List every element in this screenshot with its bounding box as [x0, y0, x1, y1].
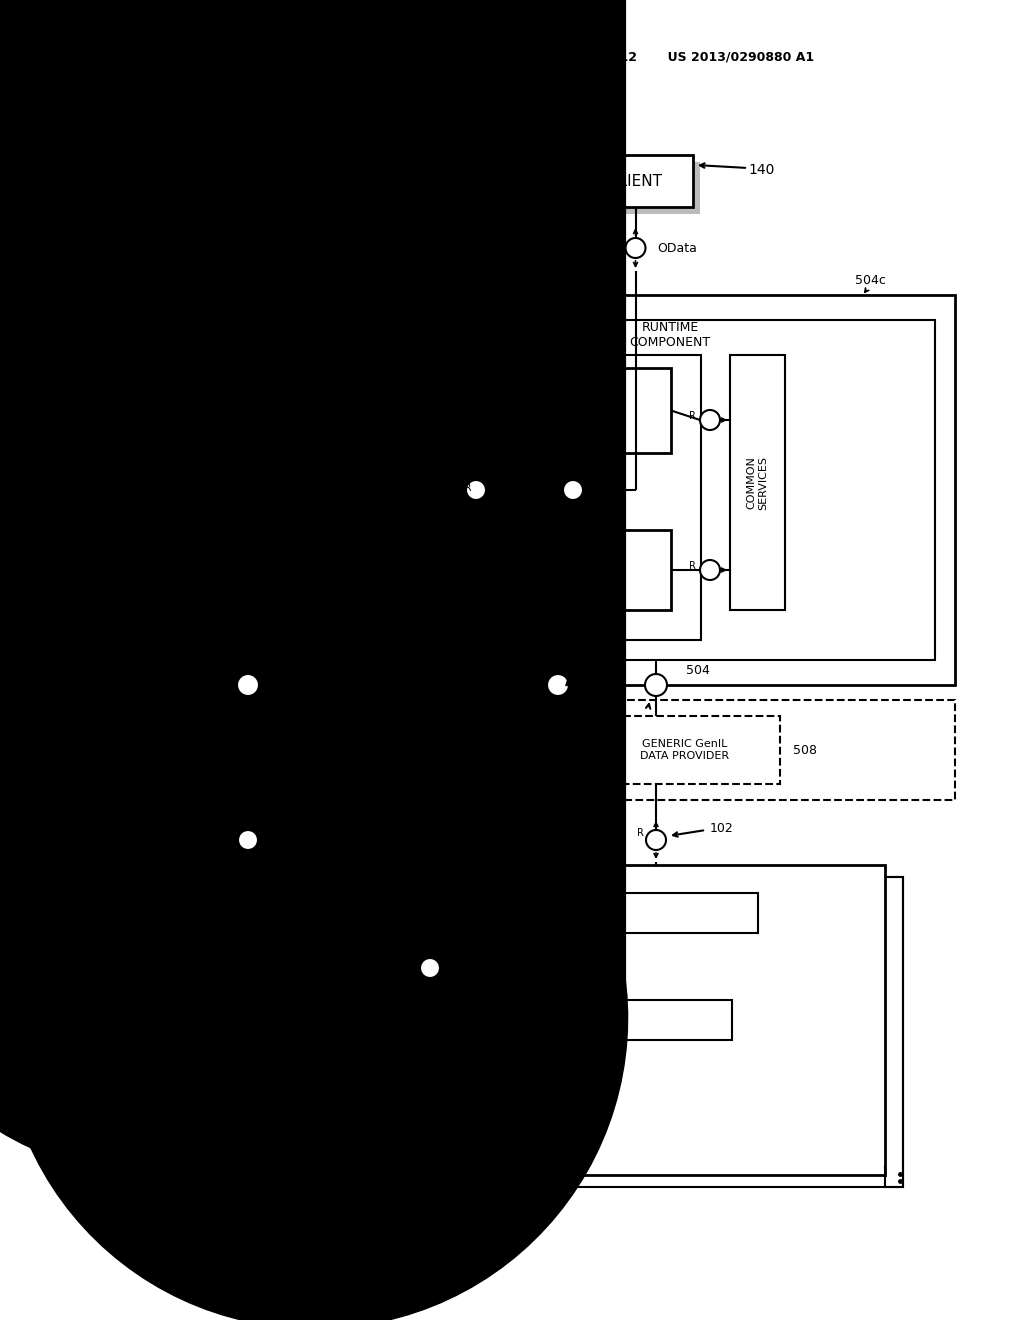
Text: 508: 508: [793, 743, 817, 756]
Text: ◄ R: ◄ R: [454, 483, 471, 492]
FancyBboxPatch shape: [90, 319, 465, 660]
FancyBboxPatch shape: [285, 447, 420, 506]
Circle shape: [645, 675, 667, 696]
Text: 502c: 502c: [314, 616, 345, 630]
FancyBboxPatch shape: [118, 715, 308, 784]
FancyBboxPatch shape: [490, 319, 935, 660]
Ellipse shape: [300, 1067, 560, 1123]
Text: 502a: 502a: [127, 616, 159, 630]
FancyBboxPatch shape: [75, 294, 955, 685]
Text: 102: 102: [710, 821, 734, 834]
Text: BUSINESS DATA: BUSINESS DATA: [381, 1089, 479, 1101]
Text: 402: 402: [492, 664, 515, 677]
Text: GENERIC GenIL
MODEL PROVIDER: GENERIC GenIL MODEL PROVIDER: [163, 739, 263, 760]
Text: 506: 506: [82, 743, 106, 756]
FancyBboxPatch shape: [162, 1001, 732, 1040]
Text: R: R: [688, 561, 695, 572]
Text: OData-GenIL
ADAPTER (OGA): OData-GenIL ADAPTER (OGA): [380, 737, 480, 764]
Text: Patent Application Publication    Oct. 31, 2013  Sheet 6 of 12       US 2013/029: Patent Application Publication Oct. 31, …: [210, 51, 814, 65]
FancyBboxPatch shape: [75, 700, 955, 800]
Text: GENERIC GenIL
DATA PROVIDER: GENERIC GenIL DATA PROVIDER: [640, 739, 729, 760]
Circle shape: [700, 411, 720, 430]
Text: R: R: [228, 828, 236, 838]
Text: 504: 504: [686, 664, 710, 677]
Text: BUSINESS LOGIC: BUSINESS LOGIC: [394, 1014, 500, 1027]
Text: BUSINESS SUITE SERVER: BUSINESS SUITE SERVER: [418, 876, 574, 890]
Circle shape: [626, 238, 645, 257]
Text: 500: 500: [227, 187, 253, 202]
Text: 504c: 504c: [855, 273, 886, 286]
Text: 504b: 504b: [508, 273, 540, 286]
Text: SERVICE
REGISTRY: SERVICE REGISTRY: [322, 463, 383, 491]
FancyBboxPatch shape: [585, 162, 700, 214]
Text: 160: 160: [96, 255, 123, 269]
Text: 502: 502: [153, 664, 177, 677]
Text: GENERIC
RUNTIME: GENERIC RUNTIME: [565, 556, 623, 583]
Text: 504a: 504a: [588, 494, 620, 507]
Text: METADATA COMPONENT: METADATA COMPONENT: [202, 330, 353, 342]
Text: 502b: 502b: [224, 412, 256, 425]
FancyBboxPatch shape: [578, 154, 693, 207]
Text: FIG. 5: FIG. 5: [360, 261, 420, 279]
Circle shape: [563, 480, 583, 500]
Text: R: R: [688, 411, 695, 421]
Text: METADATA: METADATA: [142, 470, 209, 483]
Text: RUNTIME
COMPONENT: RUNTIME COMPONENT: [630, 321, 711, 348]
Text: R: R: [554, 480, 560, 491]
FancyBboxPatch shape: [138, 894, 758, 933]
FancyBboxPatch shape: [730, 355, 785, 610]
Text: GATEWAY SERVER: GATEWAY SERVER: [459, 304, 571, 317]
FancyBboxPatch shape: [506, 355, 701, 640]
Text: METADATA INFRASTRUCTURE: METADATA INFRASTRUCTURE: [186, 368, 370, 381]
Circle shape: [420, 958, 440, 978]
Text: 140: 140: [749, 162, 775, 177]
Text: GENERIC INTERACTION LAYER (GenIL): GENERIC INTERACTION LAYER (GenIL): [330, 907, 566, 920]
FancyBboxPatch shape: [108, 447, 243, 506]
FancyBboxPatch shape: [125, 876, 903, 1187]
FancyBboxPatch shape: [516, 368, 671, 453]
Text: R: R: [411, 957, 418, 968]
FancyBboxPatch shape: [112, 355, 444, 395]
Text: ODATA
RUNTIME: ODATA RUNTIME: [565, 396, 623, 425]
Circle shape: [237, 675, 259, 696]
Text: R: R: [637, 828, 643, 838]
Text: CLIENT: CLIENT: [608, 173, 663, 189]
Text: R: R: [616, 239, 623, 249]
Circle shape: [646, 830, 666, 850]
FancyBboxPatch shape: [590, 715, 780, 784]
FancyBboxPatch shape: [516, 531, 671, 610]
FancyBboxPatch shape: [106, 865, 885, 1175]
Circle shape: [238, 830, 258, 850]
Circle shape: [466, 480, 486, 500]
Text: COMMON
SERVICES: COMMON SERVICES: [746, 455, 768, 510]
Text: OData: OData: [657, 242, 697, 255]
Circle shape: [547, 675, 569, 696]
Circle shape: [700, 560, 720, 579]
Text: 113: 113: [104, 907, 128, 920]
